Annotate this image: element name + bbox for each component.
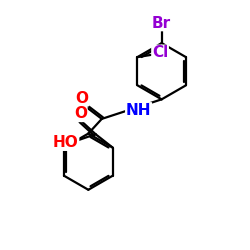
Text: HO: HO — [53, 135, 78, 150]
Text: NH: NH — [126, 103, 151, 118]
Text: Br: Br — [152, 16, 171, 30]
Text: Cl: Cl — [152, 45, 168, 60]
Text: O: O — [76, 90, 89, 106]
Text: O: O — [74, 106, 87, 122]
